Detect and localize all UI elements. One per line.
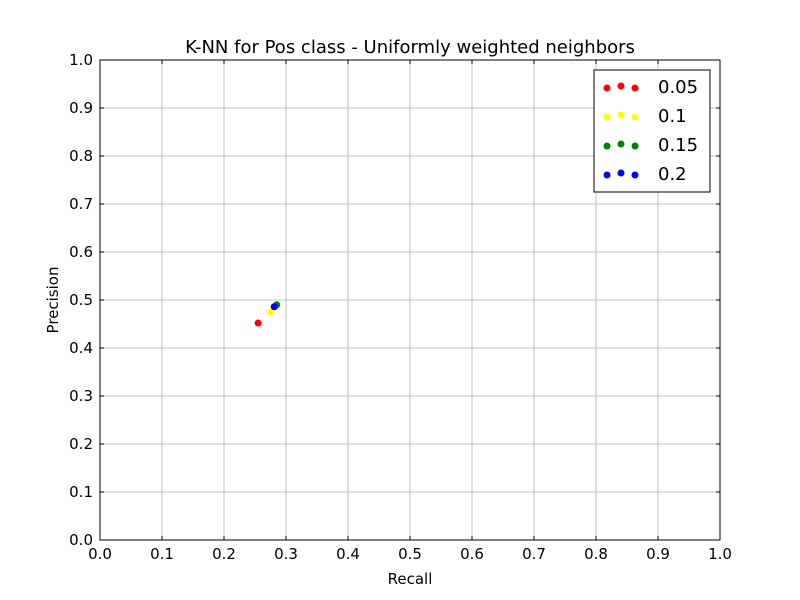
legend-marker [603,142,611,150]
legend-marker [617,169,625,177]
legend-marker [617,140,625,148]
data-point-0_05 [254,319,262,327]
legend-entry-0_05: 0.05 [603,77,698,98]
x-tick-label: 0.9 [646,545,670,563]
legend-label: 0.2 [658,164,687,185]
y-tick-label: 0.8 [69,147,93,165]
legend-marker [631,142,639,150]
data-point-0_2 [270,303,278,311]
x-tick-label: 0.6 [460,545,484,563]
legend-marker [603,113,611,121]
y-tick-label: 0.2 [69,435,93,453]
y-axis-tick-labels: 0.0 0.1 0.2 0.3 0.4 0.5 0.6 0.7 0.8 0.9 1.0 [69,51,93,549]
data-points [254,301,281,327]
legend-entry-0_15: 0.15 [603,135,698,156]
y-tick-label: 0.5 [69,291,93,309]
x-tick-label: 0.1 [150,545,174,563]
x-tick-label: 0.3 [274,545,298,563]
legend-marker [603,84,611,92]
x-tick-label: 0.8 [584,545,608,563]
legend-entry-0_1: 0.1 [603,106,687,127]
legend-label: 0.05 [658,77,698,98]
x-tick-label: 0.0 [88,545,112,563]
legend-entry-0_2: 0.2 [603,164,687,185]
y-tick-label: 0.3 [69,387,93,405]
chart-title: K-NN for Pos class - Uniformly weighted … [185,37,635,58]
x-axis-label: Recall [388,570,433,588]
x-tick-label: 0.5 [398,545,422,563]
data-point-0_1 [267,308,274,316]
y-tick-label: 0.7 [69,195,93,213]
y-axis-label: Precision [44,267,62,334]
legend-box [593,69,711,193]
legend-marker [631,113,639,121]
y-tick-label: 1.0 [69,51,93,69]
y-tick-label: 0.6 [69,243,93,261]
legend-marker [603,171,611,179]
axis-ticks [99,59,721,541]
legend-marker [631,84,639,92]
y-tick-label: 0.0 [69,531,93,549]
y-tick-label: 0.1 [69,483,93,501]
x-axis-tick-labels: 0.0 0.1 0.2 0.3 0.4 0.5 0.6 0.7 0.8 0.9 1.0 [88,545,732,563]
x-tick-label: 0.7 [522,545,546,563]
legend-marker [617,82,625,90]
legend-marker [617,111,625,119]
legend-label: 0.15 [658,135,698,156]
legend-marker [631,171,639,179]
y-tick-label: 0.4 [69,339,93,357]
legend: 0.05 0.1 0.15 0.2 [593,69,711,193]
legend-label: 0.1 [658,106,687,127]
x-tick-label: 1.0 [708,545,732,563]
x-tick-label: 0.4 [336,545,360,563]
y-tick-label: 0.9 [69,99,93,117]
x-tick-label: 0.2 [212,545,236,563]
